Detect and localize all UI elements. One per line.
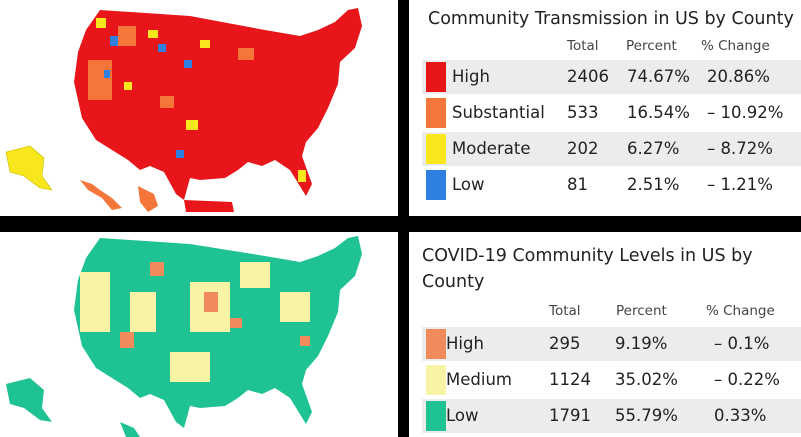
row-percent: 16.54% xyxy=(627,103,690,122)
header-percent: Percent xyxy=(626,38,677,54)
row-label: Low xyxy=(452,175,485,194)
row-change: – 0.1% xyxy=(714,334,770,353)
row-percent: 74.67% xyxy=(627,67,690,86)
row-change: 20.86% xyxy=(707,67,770,86)
row-percent: 35.02% xyxy=(615,370,678,389)
puerto-rico xyxy=(184,200,234,212)
table-row: High 2406 74.67% 20.86% xyxy=(422,60,801,94)
row-percent: 6.27% xyxy=(627,139,680,158)
county-medium xyxy=(240,262,270,288)
row-label: Low xyxy=(446,406,479,425)
row-change: – 0.22% xyxy=(714,370,780,389)
county-moderate xyxy=(298,170,306,182)
row-change: – 8.72% xyxy=(707,139,773,158)
county-high xyxy=(230,318,242,328)
row-total: 533 xyxy=(567,103,599,122)
hawaii-big-island xyxy=(138,186,158,212)
table-row: High 295 9.19% – 0.1% xyxy=(422,327,801,361)
county-low xyxy=(184,60,192,68)
levels-map-panel xyxy=(0,232,398,437)
legend-swatch-high xyxy=(426,329,446,359)
levels-us-map xyxy=(6,236,362,437)
table-row: Moderate 202 6.27% – 8.72% xyxy=(422,132,801,166)
header-total: Total xyxy=(567,38,599,54)
legend-swatch-low xyxy=(426,170,446,200)
county-moderate xyxy=(124,82,132,90)
row-total: 1791 xyxy=(549,406,591,425)
row-label: Moderate xyxy=(452,139,531,158)
county-low xyxy=(104,70,110,78)
row-percent: 55.79% xyxy=(615,406,678,425)
header-change: % Change xyxy=(706,303,775,319)
county-substantial xyxy=(238,48,254,60)
county-substantial xyxy=(160,96,174,108)
county-low xyxy=(176,150,184,158)
legend-swatch-low xyxy=(426,401,446,431)
county-medium xyxy=(280,292,310,322)
row-percent: 9.19% xyxy=(615,334,668,353)
row-total: 295 xyxy=(549,334,581,353)
hawaii xyxy=(80,180,122,210)
county-substantial xyxy=(88,60,112,100)
county-moderate xyxy=(148,30,158,38)
county-low xyxy=(110,36,118,46)
row-change: – 1.21% xyxy=(707,175,773,194)
alaska xyxy=(6,378,52,422)
header-percent: Percent xyxy=(616,303,667,319)
county-high xyxy=(300,336,310,346)
row-percent: 2.51% xyxy=(627,175,680,194)
levels-title: COVID-19 Community Levels in US by Count… xyxy=(422,246,753,292)
county-high xyxy=(150,262,164,276)
header-total: Total xyxy=(549,303,581,319)
county-medium xyxy=(170,352,210,382)
row-label: Substantial xyxy=(452,103,545,122)
county-high xyxy=(204,292,218,312)
county-low xyxy=(158,44,166,52)
table-row: Low 1791 55.79% 0.33% xyxy=(422,399,801,433)
row-label: High xyxy=(446,334,484,353)
county-medium xyxy=(130,292,156,332)
legend-swatch-high xyxy=(426,62,446,92)
row-total: 202 xyxy=(567,139,599,158)
county-high xyxy=(120,332,134,348)
legend-swatch-substantial xyxy=(426,98,446,128)
table-row: Substantial 533 16.54% – 10.92% xyxy=(422,96,801,130)
row-label: High xyxy=(452,67,490,86)
table-row: Medium 1124 35.02% – 0.22% xyxy=(422,363,801,397)
transmission-title: Community Transmission in US by County xyxy=(428,9,794,29)
legend-swatch-moderate xyxy=(426,134,446,164)
row-total: 81 xyxy=(567,175,588,194)
county-moderate xyxy=(96,18,106,28)
alaska xyxy=(5,145,53,191)
county-moderate xyxy=(186,120,198,130)
levels-table: COVID-19 Community Levels in US by Count… xyxy=(409,232,801,437)
county-moderate xyxy=(200,40,210,48)
transmission-table: Community Transmission in US by County T… xyxy=(409,0,801,216)
transmission-map-panel xyxy=(0,0,398,216)
legend-swatch-medium xyxy=(426,365,446,395)
hawaii xyxy=(120,422,140,437)
header-change: % Change xyxy=(701,38,770,54)
transmission-us-map xyxy=(5,8,362,212)
row-change: 0.33% xyxy=(714,406,767,425)
county-medium xyxy=(80,272,110,332)
table-row: Low 81 2.51% – 1.21% xyxy=(422,168,801,202)
row-change: – 10.92% xyxy=(707,103,784,122)
row-total: 2406 xyxy=(567,67,609,86)
row-total: 1124 xyxy=(549,370,591,389)
county-substantial xyxy=(118,26,136,46)
row-label: Medium xyxy=(446,370,512,389)
